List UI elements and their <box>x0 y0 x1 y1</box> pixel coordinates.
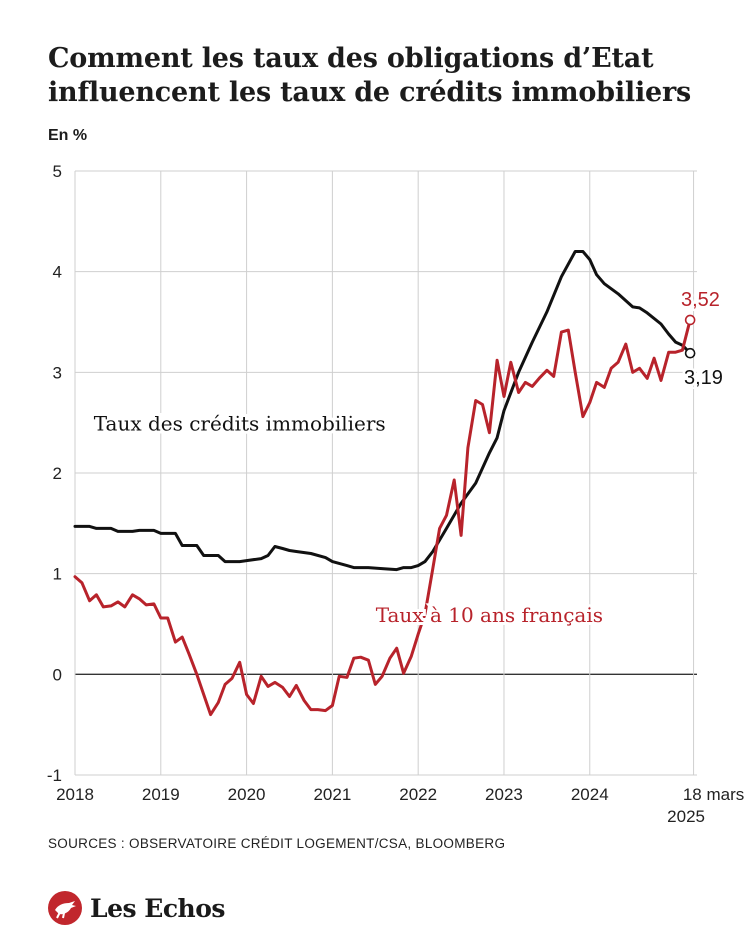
end-marker-credit <box>684 347 696 359</box>
x-tick-label: 2023 <box>485 785 523 804</box>
chart-series <box>73 250 692 717</box>
y-tick-label: 4 <box>53 263 62 282</box>
chart-labels: Taux des crédits immobiliers Taux à 10 an… <box>91 286 726 630</box>
x-tick-label: 2020 <box>228 785 266 804</box>
x-tick-label: 2018 <box>56 785 94 804</box>
y-tick-label: 3 <box>53 363 62 382</box>
series-label-credit: Taux des crédits immobiliers <box>94 412 386 436</box>
series-label-oat: Taux à 10 ans français <box>376 603 603 627</box>
les-echos-logo: Les Echos <box>48 888 225 928</box>
end-value-oat: 3,52 <box>681 289 720 311</box>
y-tick-label: 5 <box>53 162 62 181</box>
y-axis-ticks: 5 4 3 2 1 0 -1 <box>47 162 62 785</box>
chart-title: Comment les taux des obligations d’Etat … <box>48 43 692 108</box>
logo-wordmark: Les Echos <box>90 893 225 923</box>
end-value-credit: 3,19 <box>684 367 723 389</box>
credit-rate-line <box>73 250 692 572</box>
oat-10y-line <box>73 318 692 717</box>
y-tick-label: 1 <box>53 565 62 584</box>
x-tick-label: 2024 <box>571 785 609 804</box>
x-tick-label: 18 mars <box>683 785 744 804</box>
x-tick-label: 2022 <box>399 785 437 804</box>
source-note: SOURCES : OBSERVATOIRE CRÉDIT LOGEMENT/C… <box>48 836 506 851</box>
y-tick-label: 0 <box>53 665 62 684</box>
y-tick-label: 2 <box>53 464 62 483</box>
x-tick-label-year: 2025 <box>667 807 705 826</box>
eagle-logo-icon <box>48 891 82 925</box>
chart-grid <box>74 170 697 776</box>
x-axis-ticks: 2018 2019 2020 2021 2022 2023 2024 18 mars 2025 <box>56 785 744 826</box>
line-chart: 5 4 3 2 1 0 -1 2018 2019 2020 2021 2022 2023 2024 18 … <box>47 162 744 826</box>
y-tick-label: -1 <box>47 766 62 785</box>
x-tick-label: 2019 <box>142 785 180 804</box>
end-marker-oat <box>684 314 696 326</box>
y-unit-label: En % <box>48 127 88 144</box>
x-tick-label: 2021 <box>313 785 351 804</box>
